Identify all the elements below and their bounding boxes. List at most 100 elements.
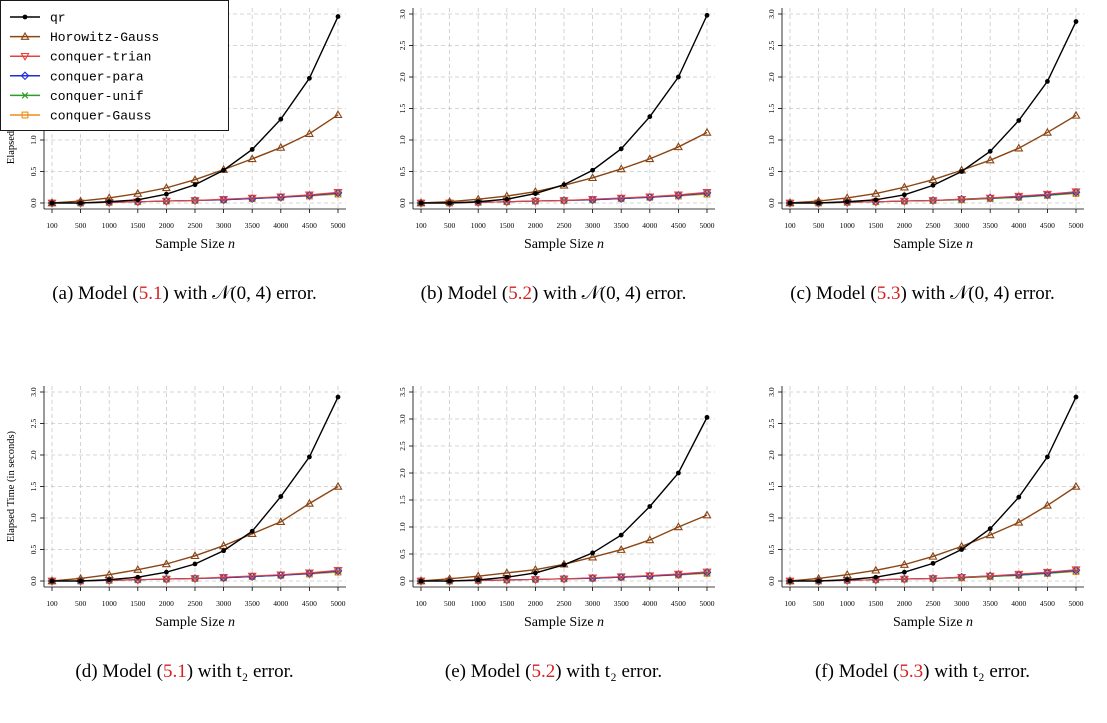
caption: (f) Model (5.3) with t₂ error. [738, 661, 1107, 683]
y-tick-label: 1.0 [767, 513, 776, 523]
data-point-horowitz-gauss [985, 155, 995, 164]
y-axis-label: Elapsed Time (in seconds) [6, 430, 17, 542]
chart-svg: 100 500 1000 1500 2000 2500 3000 3500 4000 4500 50… [398, 386, 715, 630]
data-point-qr [873, 574, 879, 580]
data-point-conquer-trian [161, 197, 171, 206]
data-point-horowitz-gauss [702, 510, 712, 519]
caption-suffix: ) with t₂ error. [186, 661, 294, 682]
data-point-qr [192, 182, 198, 188]
series-line-horowitz-gauss [789, 114, 1077, 204]
chart-svg: 100 500 1000 1500 2000 2500 3000 3500 4000 4500 50… [6, 386, 346, 630]
caption-prefix: (a) Model ( [52, 283, 139, 304]
x-tick-label: 2000 [528, 599, 543, 608]
x-tick-label: 500 [444, 221, 456, 230]
data-point-conquer-trian [645, 572, 655, 581]
x-axis-label: Sample Size n [155, 615, 235, 630]
data-point-qr [902, 192, 907, 198]
series-line-horowitz-gauss [51, 114, 339, 204]
data-point-qr [504, 574, 510, 580]
x-tick-label: 2500 [188, 599, 203, 608]
data-point-conquer-trian [304, 191, 314, 200]
x-tick-label: 4000 [642, 221, 657, 230]
data-point-horowitz-gauss [333, 481, 343, 490]
x-tick-label: 1000 [102, 221, 117, 230]
x-tick-label: 2000 [528, 221, 543, 230]
x-tick-label: 500 [444, 599, 456, 608]
series-line-horowitz-gauss [789, 485, 1077, 582]
x-tick-label: 500 [75, 599, 87, 608]
x-tick-label: 3500 [614, 599, 629, 608]
y-tick-label: 0.0 [398, 198, 407, 208]
x-tick-label: 5000 [700, 599, 715, 608]
y-tick-label: 0.0 [398, 576, 407, 586]
x-tick-label: 1500 [499, 221, 514, 230]
x-tick-label: 5000 [1069, 221, 1084, 230]
x-tick-label: 3500 [245, 599, 260, 608]
data-point-horowitz-gauss [588, 552, 598, 561]
series-qr [49, 14, 341, 206]
data-point-conquer-trian [219, 573, 229, 582]
data-point-horowitz-gauss [304, 498, 314, 507]
x-tick-label: 3500 [245, 221, 260, 230]
data-point-conquer-trian [190, 197, 200, 206]
x-axis-label-text: Sample Size [893, 615, 966, 630]
caption-equation-ref[interactable]: 5.1 [162, 661, 187, 682]
x-tick-label: 2500 [188, 221, 203, 230]
caption: (a) Model (5.1) with 𝒩(0, 4) error. [0, 283, 369, 305]
data-point-conquer-trian [985, 194, 995, 203]
chart-svg: 100 500 1000 1500 2000 2500 3000 3500 4000 4500 50… [767, 8, 1084, 252]
x-axis-label-var: n [228, 237, 235, 252]
data-point-horowitz-gauss [616, 164, 626, 173]
caption-equation-ref[interactable]: 5.3 [876, 283, 901, 304]
data-point-conquer-trian [530, 197, 540, 206]
series-qr [418, 12, 710, 206]
data-point-qr [335, 14, 341, 19]
x-tick-label: 4000 [273, 221, 288, 230]
data-point-conquer-trian [333, 567, 343, 575]
caption-equation-ref[interactable]: 5.2 [508, 283, 532, 304]
y-tick-label: 0.5 [29, 545, 38, 555]
caption-equation-ref[interactable]: 5.2 [531, 661, 556, 682]
caption-equation-ref[interactable]: 5.1 [138, 283, 163, 304]
x-tick-label: 5000 [1069, 599, 1084, 608]
data-point-qr [106, 577, 112, 583]
data-point-conquer-trian [616, 573, 626, 582]
data-point-qr [106, 199, 112, 205]
data-point-conquer-trian [702, 189, 712, 197]
data-point-horowitz-gauss [333, 110, 343, 119]
y-tick-label: 0.0 [29, 576, 38, 586]
data-point-horowitz-gauss [928, 174, 938, 183]
data-point-qr [447, 578, 452, 584]
legend-label-conquer-trian: conquer-trian [50, 50, 151, 65]
x-tick-label: 1000 [840, 599, 855, 608]
data-point-qr [418, 578, 424, 584]
legend-marker-conquer-para [20, 71, 30, 81]
data-point-conquer-trian [928, 197, 938, 206]
x-axis-label-text: Sample Size [524, 615, 597, 630]
data-point-qr [307, 454, 312, 460]
data-point-conquer-trian [161, 575, 171, 584]
y-tick-label: 0.0 [767, 198, 776, 208]
y-tick-label: 2.0 [398, 468, 407, 478]
x-tick-label: 500 [75, 221, 87, 230]
x-tick-label: 2500 [557, 599, 572, 608]
data-point-horowitz-gauss [133, 564, 143, 573]
series-qr [49, 394, 341, 584]
data-point-horowitz-gauss [673, 142, 683, 151]
data-point-horowitz-gauss [985, 530, 995, 539]
legend-label-conquer-para: conquer-para [50, 69, 144, 84]
caption-prefix: (f) Model ( [814, 661, 900, 682]
legend-box [0, 0, 229, 131]
data-point-qr [930, 182, 936, 188]
caption-equation-ref[interactable]: 5.3 [899, 661, 924, 682]
x-tick-label: 4500 [671, 599, 686, 608]
data-point-conquer-trian [588, 195, 598, 204]
data-point-conquer-trian [673, 191, 683, 200]
data-point-qr [447, 200, 452, 206]
data-point-qr [49, 578, 55, 584]
x-tick-label: 3000 [585, 599, 600, 608]
x-tick-label: 1500 [130, 221, 145, 230]
x-tick-label: 1000 [840, 221, 855, 230]
data-point-qr [533, 191, 538, 196]
chart-panel-f: 100 500 1000 1500 2000 2500 3000 3500 4000 4500 50… [738, 378, 1107, 723]
